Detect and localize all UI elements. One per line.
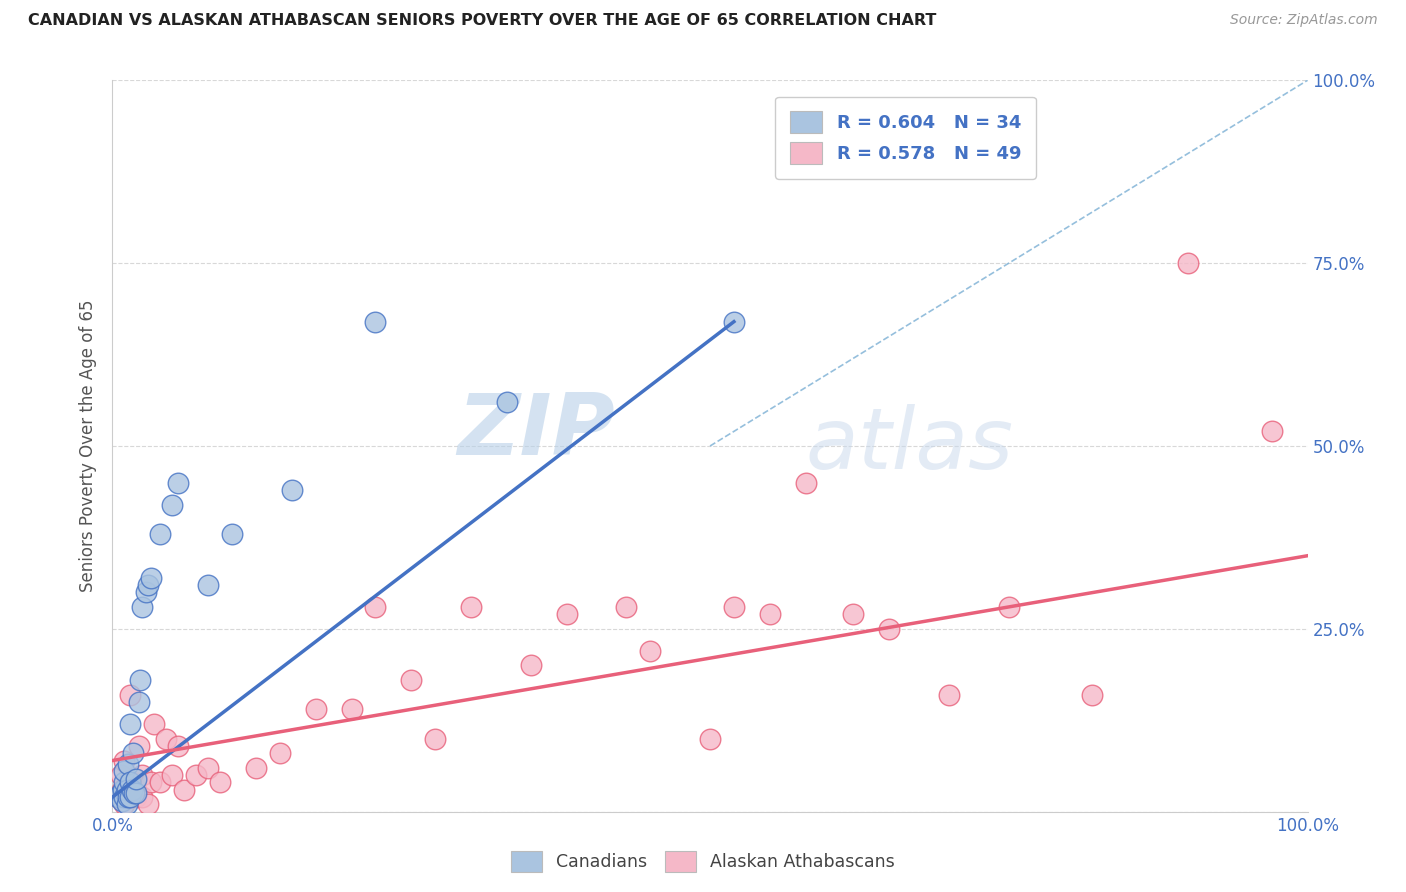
- Point: [120, 790, 142, 805]
- Point: [938, 688, 960, 702]
- Point: [877, 622, 900, 636]
- Point: [110, 787, 132, 801]
- Point: [496, 395, 519, 409]
- Point: [186, 768, 208, 782]
- Point: [1081, 688, 1104, 702]
- Point: [139, 571, 162, 585]
- Point: [614, 599, 637, 614]
- Point: [173, 782, 195, 797]
- Point: [1177, 256, 1199, 270]
- Point: [128, 739, 150, 753]
- Point: [401, 673, 423, 687]
- Point: [112, 782, 135, 797]
- Point: [138, 578, 160, 592]
- Point: [143, 717, 166, 731]
- Point: [149, 775, 172, 789]
- Point: [340, 702, 363, 716]
- Point: [167, 475, 190, 490]
- Point: [759, 607, 782, 622]
- Point: [122, 787, 145, 801]
- Point: [114, 754, 135, 768]
- Point: [245, 761, 267, 775]
- Point: [167, 739, 190, 753]
- Point: [115, 782, 138, 797]
- Point: [114, 797, 135, 812]
- Point: [131, 599, 153, 614]
- Point: [138, 797, 160, 812]
- Point: [281, 483, 304, 497]
- Point: [128, 695, 150, 709]
- Point: [110, 768, 132, 782]
- Point: [117, 757, 139, 772]
- Point: [120, 790, 142, 805]
- Point: [120, 717, 142, 731]
- Point: [460, 599, 482, 614]
- Point: [120, 688, 142, 702]
- Point: [125, 787, 148, 801]
- Point: [162, 498, 183, 512]
- Y-axis label: Seniors Poverty Over the Age of 65: Seniors Poverty Over the Age of 65: [79, 300, 97, 592]
- Point: [638, 644, 662, 658]
- Point: [139, 775, 162, 789]
- Point: [117, 790, 139, 805]
- Point: [998, 599, 1021, 614]
- Point: [125, 772, 148, 786]
- Point: [304, 702, 326, 716]
- Point: [135, 585, 157, 599]
- Point: [107, 790, 129, 805]
- Point: [111, 794, 134, 808]
- Point: [115, 797, 138, 812]
- Text: atlas: atlas: [806, 404, 1014, 488]
- Point: [364, 599, 387, 614]
- Point: [197, 761, 219, 775]
- Point: [221, 526, 243, 541]
- Point: [125, 782, 148, 797]
- Point: [131, 768, 153, 782]
- Point: [1260, 425, 1282, 439]
- Point: [162, 768, 183, 782]
- Point: [794, 475, 817, 490]
- Point: [425, 731, 447, 746]
- Text: ZIP: ZIP: [457, 390, 614, 473]
- Text: Source: ZipAtlas.com: Source: ZipAtlas.com: [1230, 13, 1378, 28]
- Point: [155, 731, 177, 746]
- Point: [520, 658, 543, 673]
- Point: [555, 607, 578, 622]
- Point: [115, 790, 138, 805]
- Point: [114, 790, 135, 805]
- Point: [114, 775, 135, 789]
- Text: CANADIAN VS ALASKAN ATHABASCAN SENIORS POVERTY OVER THE AGE OF 65 CORRELATION CH: CANADIAN VS ALASKAN ATHABASCAN SENIORS P…: [28, 13, 936, 29]
- Point: [364, 315, 387, 329]
- Point: [107, 790, 129, 805]
- Point: [121, 746, 143, 760]
- Point: [114, 764, 135, 779]
- Point: [149, 526, 172, 541]
- Point: [197, 578, 219, 592]
- Point: [131, 790, 153, 805]
- Point: [723, 599, 745, 614]
- Point: [269, 746, 291, 760]
- Point: [111, 782, 134, 797]
- Point: [121, 782, 143, 797]
- Point: [121, 775, 143, 789]
- Point: [723, 315, 745, 329]
- Point: [125, 790, 148, 805]
- Point: [208, 775, 231, 789]
- Point: [117, 775, 139, 789]
- Point: [699, 731, 721, 746]
- Legend: R = 0.604   N = 34, R = 0.578   N = 49: R = 0.604 N = 34, R = 0.578 N = 49: [775, 96, 1036, 178]
- Legend: Canadians, Alaskan Athabascans: Canadians, Alaskan Athabascans: [505, 844, 901, 879]
- Point: [120, 775, 142, 789]
- Point: [129, 673, 152, 687]
- Point: [842, 607, 865, 622]
